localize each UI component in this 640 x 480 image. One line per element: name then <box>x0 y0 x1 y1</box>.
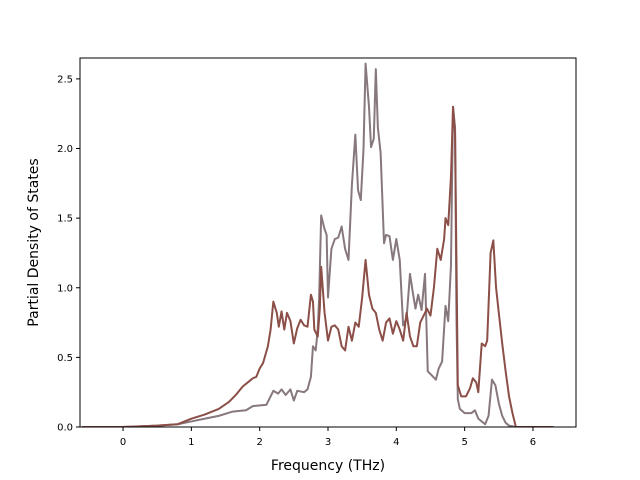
series-line-1 <box>82 62 554 427</box>
x-tick-label: 6 <box>530 437 536 448</box>
y-tick-label: 1.5 <box>57 214 73 225</box>
series-layer <box>82 62 554 427</box>
x-tick-label: 5 <box>461 437 467 448</box>
y-tick-label: 0.5 <box>57 353 73 364</box>
x-tick-label: 0 <box>120 437 126 448</box>
y-tick-label: 2.0 <box>57 144 73 155</box>
y-tick-label: 2.5 <box>57 74 73 85</box>
x-tick-label: 2 <box>256 437 262 448</box>
x-axis-label: Frequency (THz) <box>271 458 385 474</box>
y-axis: 0.0 0.5 1.0 1.5 2.0 2.5 <box>57 74 80 434</box>
x-tick-label: 1 <box>188 437 194 448</box>
y-tick-label: 1.0 <box>57 283 73 294</box>
x-axis: 0 1 2 3 4 5 6 <box>120 427 536 448</box>
series-line-2 <box>82 105 554 427</box>
y-axis-label: Partial Density of States <box>26 158 42 326</box>
x-tick-label: 3 <box>325 437 331 448</box>
x-tick-label: 4 <box>393 437 399 448</box>
y-tick-label: 0.0 <box>57 423 73 434</box>
